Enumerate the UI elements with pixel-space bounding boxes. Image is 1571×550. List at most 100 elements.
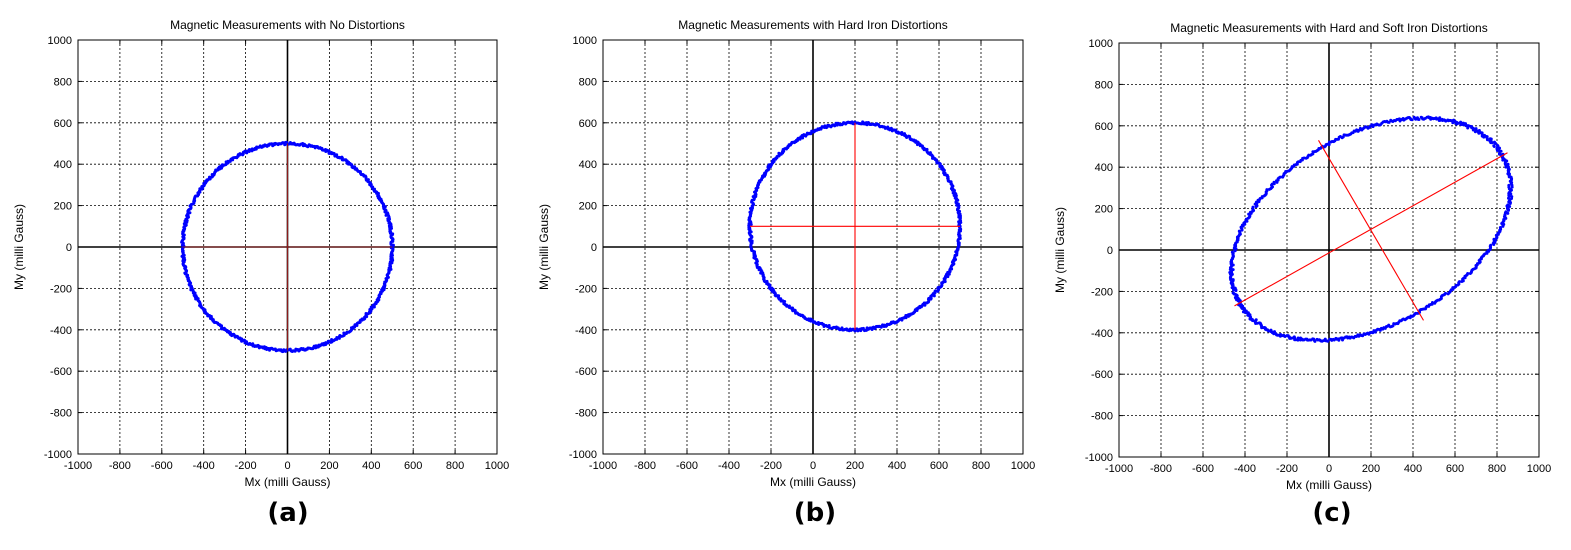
data-point-c	[1243, 222, 1247, 226]
x-tick-label-c: 400	[1404, 463, 1422, 475]
y-tick-label-a: 0	[66, 242, 72, 254]
x-tick-label-a: 600	[404, 460, 422, 472]
x-tick-label-a: 1000	[485, 460, 509, 472]
data-point-c	[1311, 150, 1315, 154]
x-tick-label-a: -1000	[64, 460, 92, 472]
data-point-c	[1313, 339, 1317, 343]
data-point-c	[1254, 205, 1258, 209]
y-tick-label-b: 400	[579, 159, 597, 171]
data-point-c	[1337, 338, 1341, 342]
y-tick-label-b: -600	[575, 366, 597, 378]
y-tick-label-a: 1000	[48, 35, 72, 47]
data-point-a	[327, 151, 331, 155]
y-tick-label-c: 0	[1107, 245, 1113, 257]
x-tick-label-c: 0	[1326, 463, 1332, 475]
y-tick-label-c: 1000	[1089, 38, 1113, 50]
x-tick-label-b: 800	[972, 460, 990, 472]
x-tick-label-a: -400	[193, 460, 215, 472]
data-point-c	[1412, 115, 1416, 119]
x-tick-label-a: -200	[235, 460, 257, 472]
y-tick-label-a: -400	[50, 325, 72, 337]
data-point-c	[1235, 294, 1239, 298]
x-tick-label-a: -800	[109, 460, 131, 472]
x-tick-label-b: 0	[810, 460, 816, 472]
y-tick-label-c: 600	[1095, 121, 1113, 133]
data-point-a	[391, 243, 395, 247]
x-tick-label-a: 0	[284, 460, 290, 472]
data-point-c	[1267, 187, 1271, 191]
data-point-b	[783, 299, 787, 303]
y-tick-label-b: -800	[575, 408, 597, 420]
x-axis-label-b: Mx (milli Gauss)	[770, 475, 856, 489]
x-tick-label-c: -1000	[1105, 463, 1133, 475]
data-point-c	[1488, 137, 1492, 141]
data-point-b	[915, 143, 919, 147]
x-tick-label-a: 200	[320, 460, 338, 472]
x-tick-label-b: 600	[930, 460, 948, 472]
data-point-c	[1327, 140, 1331, 144]
data-point-c	[1341, 338, 1345, 342]
scatter-series-a	[180, 140, 395, 354]
y-tick-label-c: -400	[1091, 328, 1113, 340]
y-tick-label-a: -1000	[44, 449, 72, 461]
data-point-c	[1430, 301, 1434, 305]
data-point-c	[1229, 278, 1233, 282]
data-point-c	[1492, 140, 1496, 144]
x-tick-label-c: 1000	[1527, 463, 1551, 475]
data-point-c	[1419, 115, 1423, 119]
y-tick-label-b: 600	[579, 118, 597, 130]
x-tick-label-b: -1000	[589, 460, 617, 472]
x-tick-label-c: 200	[1362, 463, 1380, 475]
data-point-c	[1444, 291, 1447, 295]
data-point-c	[1391, 324, 1395, 328]
data-point-c	[1492, 144, 1496, 148]
y-tick-label-b: 0	[591, 242, 597, 254]
y-tick-label-b: -200	[575, 283, 597, 295]
y-axis-label-a: My (milli Gauss)	[12, 204, 26, 290]
chart-panel-c: -1000 -800 -600 -400 -200 0 200 400 600 800 1000 -1…	[1053, 21, 1551, 528]
data-point-c	[1233, 249, 1237, 253]
data-point-c	[1326, 339, 1330, 343]
x-tick-label-a: 400	[362, 460, 380, 472]
x-axis-label-a: Mx (milli Gauss)	[245, 475, 331, 489]
data-point-c	[1281, 175, 1285, 179]
x-tick-label-b: -400	[718, 460, 740, 472]
y-tick-label-a: 200	[54, 201, 72, 213]
x-tick-label-a: -600	[151, 460, 173, 472]
x-tick-label-c: -600	[1192, 463, 1214, 475]
y-tick-label-a: -600	[50, 366, 72, 378]
x-tick-label-b: 200	[846, 460, 864, 472]
y-tick-label-c: -600	[1091, 369, 1113, 381]
data-point-c	[1489, 243, 1493, 247]
x-tick-label-a: 800	[446, 460, 464, 472]
y-tick-label-b: 800	[579, 76, 597, 88]
data-point-b	[827, 323, 831, 327]
data-point-c	[1495, 143, 1499, 147]
x-tick-label-c: 800	[1488, 463, 1506, 475]
data-point-c	[1257, 200, 1261, 204]
data-point-c	[1457, 280, 1461, 284]
x-tick-label-c: -400	[1234, 463, 1256, 475]
data-point-c	[1507, 183, 1511, 187]
y-tick-label-c: 800	[1095, 79, 1113, 91]
scatter-series-c	[1228, 115, 1514, 343]
x-axis-label-c: Mx (milli Gauss)	[1286, 478, 1372, 492]
data-point-b	[861, 326, 865, 330]
principal-axis-line-c-2	[1318, 140, 1424, 321]
data-point-c	[1275, 180, 1279, 184]
y-tick-label-a: 400	[54, 159, 72, 171]
x-tick-label-b: -200	[760, 460, 782, 472]
data-point-c	[1296, 338, 1300, 342]
data-point-c	[1240, 228, 1244, 232]
y-axis-label-b: My (milli Gauss)	[537, 204, 551, 290]
data-point-c	[1234, 289, 1238, 293]
data-point-c	[1466, 126, 1470, 130]
data-point-c	[1510, 195, 1514, 199]
y-tick-label-b: 1000	[573, 35, 597, 47]
x-tick-label-b: -800	[634, 460, 656, 472]
data-point-b	[749, 222, 753, 226]
x-tick-label-c: -200	[1276, 463, 1298, 475]
x-tick-label-b: 400	[888, 460, 906, 472]
data-point-c	[1492, 237, 1496, 241]
